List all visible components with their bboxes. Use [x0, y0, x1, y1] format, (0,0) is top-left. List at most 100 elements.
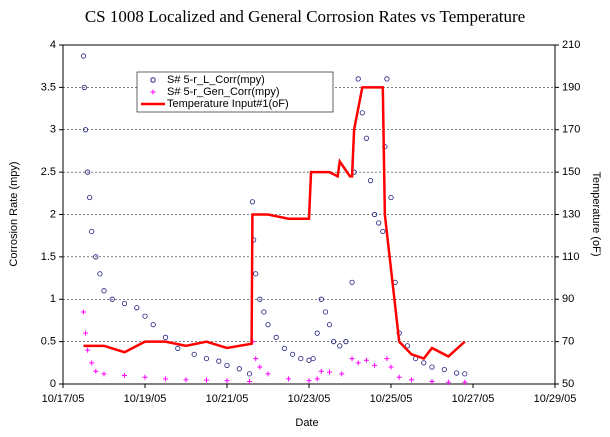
- data-point: [404, 343, 410, 349]
- data-point: [82, 127, 89, 133]
- plot-frame: [62, 44, 556, 385]
- data-point: [372, 362, 378, 368]
- data-point: [363, 357, 369, 363]
- legend: S# 5-r_L_Corr(mpy)S# 5-r_Gen_Corr(mpy)Te…: [136, 71, 334, 113]
- data-point: [318, 296, 324, 302]
- y2-axis-label: Temperature (oF): [590, 172, 602, 257]
- x-tick-label: 10/27/05: [452, 393, 495, 405]
- data-point: [93, 368, 99, 374]
- data-point: [85, 347, 91, 353]
- data-point: [253, 271, 259, 277]
- data-point: [339, 371, 345, 377]
- y2-tick-label: 130: [562, 208, 580, 220]
- data-point: [122, 373, 127, 379]
- data-point: [89, 228, 95, 235]
- data-point: [236, 366, 242, 372]
- data-point: [191, 351, 197, 357]
- legend-swatch: [150, 89, 156, 95]
- data-point: [409, 377, 414, 383]
- y2-tick-label: 210: [562, 39, 580, 51]
- data-point: [175, 345, 181, 352]
- data-point: [314, 376, 320, 382]
- data-point: [343, 339, 349, 345]
- y2-tick-label: 70: [562, 336, 574, 348]
- data-point: [247, 378, 253, 384]
- data-point: [441, 366, 447, 373]
- data-point: [306, 378, 312, 384]
- data-point: [246, 371, 253, 377]
- data-point: [286, 376, 291, 382]
- x-tick-label: 10/21/05: [206, 393, 249, 405]
- data-point: [85, 169, 91, 175]
- data-point: [265, 371, 271, 377]
- data-point: [273, 334, 279, 340]
- data-point: [265, 322, 271, 328]
- data-point: [101, 371, 107, 377]
- data-point: [421, 360, 427, 366]
- legend-label: S# 5-r_L_Corr(mpy): [167, 74, 265, 86]
- data-point: [183, 377, 189, 383]
- data-point: [310, 355, 316, 362]
- data-point: [142, 313, 148, 319]
- data-point: [384, 76, 390, 82]
- series-line: [83, 86, 466, 361]
- data-point: [330, 339, 337, 345]
- data-point: [204, 377, 209, 383]
- data-point: [376, 220, 382, 226]
- y-tick-label: 3: [50, 124, 56, 136]
- y-tick-label: 0.5: [41, 336, 56, 348]
- data-point: [81, 309, 86, 315]
- data-point: [134, 305, 140, 311]
- data-point: [216, 358, 222, 364]
- data-point: [318, 368, 324, 374]
- data-point: [224, 378, 230, 384]
- data-point: [396, 374, 402, 380]
- data-point: [257, 296, 263, 302]
- chart-title: CS 1008 Localized and General Corrosion …: [85, 7, 525, 26]
- x-tick-label: 10/25/05: [370, 393, 413, 405]
- y-tick-label: 1.5: [41, 251, 56, 263]
- data-point: [81, 84, 87, 90]
- y2-tick-label: 110: [562, 251, 580, 263]
- data-point: [203, 355, 210, 362]
- data-point: [142, 374, 148, 380]
- y2-tick-label: 170: [562, 124, 580, 136]
- data-point: [337, 343, 343, 349]
- y-tick-label: 0: [50, 378, 56, 390]
- data-point: [327, 369, 332, 375]
- data-point: [363, 135, 369, 141]
- data-point: [89, 360, 95, 366]
- data-point: [355, 360, 361, 366]
- data-point: [349, 356, 355, 362]
- data-point: [298, 355, 304, 362]
- y2-tick-label: 150: [562, 166, 580, 178]
- data-point: [326, 322, 333, 328]
- data-point: [150, 322, 156, 328]
- data-point: [261, 309, 267, 315]
- data-point: [289, 351, 296, 357]
- data-point: [462, 371, 468, 377]
- y2-tick-label: 190: [562, 81, 580, 93]
- x-tick-label: 10/19/05: [124, 393, 167, 405]
- y-tick-label: 1: [50, 293, 56, 305]
- data-point: [281, 345, 287, 352]
- legend-label: S# 5-r_Gen_Corr(mpy): [167, 86, 279, 98]
- y-tick-label: 4: [50, 39, 56, 51]
- data-point: [314, 330, 320, 336]
- y2-tick-label: 50: [562, 378, 574, 390]
- legend-label: Temperature Input#1(oF): [167, 98, 289, 110]
- data-point: [83, 330, 89, 336]
- legend-box: [136, 71, 334, 113]
- data-point: [367, 178, 374, 184]
- data-point: [388, 364, 394, 370]
- y-tick-label: 3.5: [41, 81, 56, 93]
- data-point: [253, 356, 259, 362]
- data-point: [162, 334, 169, 340]
- data-point: [359, 110, 365, 116]
- y2-tick-label: 90: [562, 293, 574, 305]
- data-point: [163, 376, 168, 382]
- data-point: [257, 364, 263, 370]
- data-point: [109, 296, 115, 302]
- data-point: [388, 194, 394, 201]
- data-point: [462, 379, 468, 385]
